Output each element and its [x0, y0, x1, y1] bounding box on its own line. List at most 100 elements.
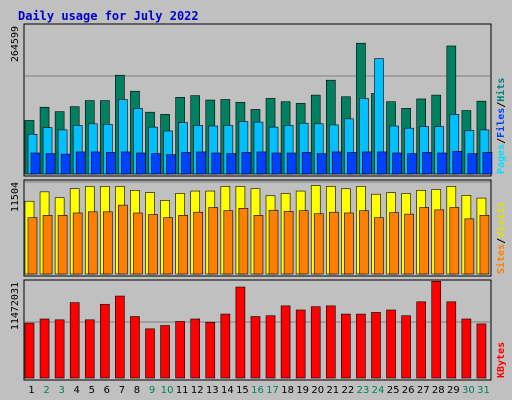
bar-kbytes-21: [325, 305, 336, 379]
day-label-15: 15: [236, 385, 249, 396]
bar-sites-14: [223, 210, 234, 275]
bar-pages-20: [316, 153, 327, 175]
day-label-24: 24: [372, 385, 385, 396]
bar-kbytes-4: [69, 302, 80, 379]
day-label-18: 18: [281, 385, 294, 396]
day-labels: 1 2 3 4 5 6 7 8 9 10 11 12 13 14 15 16 17 18 19 20 21 22 23 24 2…: [28, 385, 489, 396]
bar-kbytes-2: [39, 318, 50, 379]
bar-kbytes-7: [115, 295, 125, 379]
bar-pages-22: [347, 152, 357, 175]
bar-pages-24: [377, 151, 387, 175]
day-label-19: 19: [296, 385, 309, 396]
bar-kbytes-19: [295, 309, 306, 379]
day-label-6: 6: [104, 385, 110, 396]
max-value-label: 11504: [10, 182, 21, 212]
legend-entry: /: [496, 102, 507, 108]
day-label-27: 27: [417, 385, 430, 396]
panel-visits-sites: 11504 Sites/Visits: [10, 179, 507, 277]
series-files: [27, 58, 490, 175]
day-label-17: 17: [266, 385, 279, 396]
bar-sites-5: [87, 211, 98, 275]
bar-sites-1: [27, 217, 38, 275]
bar-kbytes-27: [416, 301, 426, 379]
bar-pages-5: [90, 151, 101, 175]
bar-sites-20: [313, 213, 324, 275]
bar-sites-26: [404, 213, 414, 275]
bar-pages-8: [136, 152, 146, 175]
series-legend: Pages/Files/Hits: [495, 78, 507, 174]
bar-kbytes-1: [24, 322, 35, 379]
max-value-label: 264599: [10, 26, 21, 62]
bar-kbytes-11: [175, 321, 185, 379]
bar-sites-16: [253, 215, 264, 275]
bar-pages-2: [45, 153, 56, 175]
bar-sites-22: [344, 212, 354, 275]
bar-pages-4: [75, 151, 86, 175]
bar-sites-28: [434, 209, 445, 275]
bar-sites-17: [268, 209, 279, 275]
bar-pages-23: [362, 151, 372, 175]
bar-kbytes-6: [100, 303, 110, 379]
day-label-10: 10: [161, 385, 174, 396]
bar-kbytes-14: [220, 313, 231, 379]
legend-entry: Visits: [495, 202, 507, 238]
bar-sites-18: [283, 211, 294, 275]
day-label-14: 14: [221, 385, 234, 396]
series-legend: KBytes: [496, 342, 507, 378]
bar-pages-1: [30, 152, 41, 175]
day-label-28: 28: [432, 385, 445, 396]
bar-kbytes-16: [250, 316, 261, 379]
bar-kbytes-10: [160, 325, 170, 379]
panels-layer: 264599Pages/Files/Hits11504Sites/Visits1…: [10, 23, 507, 381]
bar-kbytes-24: [371, 312, 381, 379]
bar-sites-15: [238, 207, 249, 275]
bar-sites-25: [389, 212, 399, 275]
bar-kbytes-12: [190, 318, 201, 379]
day-label-23: 23: [357, 385, 370, 396]
bar-pages-12: [196, 151, 207, 175]
bar-sites-27: [419, 207, 429, 275]
bar-pages-25: [392, 152, 402, 175]
legend-entry: Pages: [496, 144, 507, 174]
legend-entry: /: [496, 238, 507, 244]
legend-entry: /: [496, 138, 507, 144]
bar-pages-10: [166, 154, 176, 175]
bar-sites-10: [163, 217, 173, 275]
bar-sites-24: [374, 217, 384, 275]
day-label-5: 5: [89, 385, 95, 396]
bar-sites-31: [479, 215, 490, 275]
bar-kbytes-3: [54, 319, 65, 379]
bar-pages-21: [331, 151, 342, 175]
bar-sites-11: [178, 215, 188, 275]
day-label-26: 26: [402, 385, 415, 396]
bar-pages-7: [121, 151, 131, 175]
bar-pages-3: [60, 153, 71, 175]
bar-kbytes-31: [476, 323, 487, 379]
day-label-29: 29: [447, 385, 460, 396]
bar-pages-17: [271, 152, 282, 175]
day-label-7: 7: [119, 385, 125, 396]
bar-kbytes-23: [356, 313, 366, 379]
bar-pages-26: [407, 153, 417, 175]
bar-pages-27: [422, 152, 432, 175]
max-value-label: 11472031: [10, 282, 21, 330]
day-label-8: 8: [134, 385, 140, 396]
bar-kbytes-26: [401, 315, 411, 379]
bar-sites-29: [449, 207, 460, 275]
day-label-31: 31: [477, 385, 490, 396]
bar-pages-14: [226, 153, 237, 175]
bar-kbytes-25: [386, 309, 396, 379]
legend-entry: KBytes: [496, 342, 507, 378]
day-label-4: 4: [74, 385, 80, 396]
bar-sites-7: [118, 204, 128, 275]
series-legend: Sites/Visits: [495, 202, 507, 274]
series-sites: [27, 204, 490, 275]
bar-pages-29: [452, 151, 463, 175]
panel-hits-files-pages: 264599 Pages/Files/Hits: [10, 23, 507, 177]
day-label-11: 11: [176, 385, 189, 396]
bar-kbytes-13: [205, 321, 216, 379]
bar-pages-30: [467, 153, 478, 175]
day-label-20: 20: [311, 385, 324, 396]
bar-sites-12: [193, 211, 204, 275]
